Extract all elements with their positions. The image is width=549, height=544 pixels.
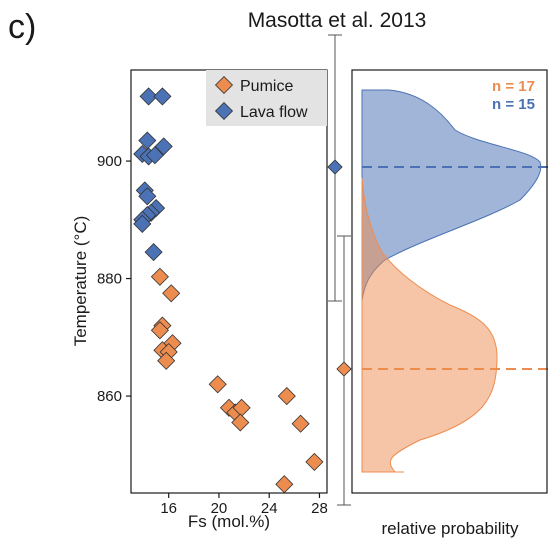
y-tick-label: 860: [97, 388, 122, 405]
legend-pumice-marker: [214, 75, 234, 95]
density-frame: [351, 69, 548, 494]
lava-flow-point: [145, 146, 164, 165]
pumice-mean-marker: [336, 361, 352, 377]
pumice-point: [208, 375, 227, 394]
lava-flow-point: [139, 87, 158, 106]
lava-flow-point: [133, 214, 152, 233]
y-axis-label: Temperature (°C): [71, 216, 90, 347]
lava-n-label: n = 15: [492, 96, 535, 113]
pumice-point: [291, 414, 310, 433]
pumice-point: [150, 321, 169, 340]
legend-lava-label: Lava flow: [240, 104, 308, 121]
lava-flow-point: [138, 187, 157, 206]
scatter-points: [133, 87, 324, 494]
y-tick-label: 880: [97, 271, 122, 288]
chart-title: Masotta et al. 2013: [248, 9, 427, 32]
pumice-point: [157, 351, 176, 370]
pumice-point: [277, 387, 296, 406]
lava-flow-point: [154, 137, 173, 156]
pumice-point: [231, 413, 250, 432]
panel-label: c): [8, 8, 36, 46]
y-tick-label: 900: [97, 153, 122, 170]
x-axis-ticks: 16 20 24 28: [160, 493, 328, 517]
x-tick-label: 28: [311, 500, 328, 517]
density-plot: n = 17 n = 15 relative probability: [351, 69, 549, 538]
pumice-point: [305, 452, 324, 471]
pumice-point: [232, 398, 251, 417]
x-tick-label: 20: [211, 500, 228, 517]
y-axis-ticks: 860 880 900: [97, 153, 131, 405]
pumice-density-curve: [361, 177, 498, 473]
pumice-n-label: n = 17: [492, 78, 535, 95]
pumice-point: [150, 267, 169, 286]
lava-mean-marker: [327, 159, 343, 175]
x-axis-label: Fs (mol.%): [188, 512, 270, 531]
pumice-point: [162, 284, 181, 303]
x-tick-label: 16: [160, 500, 177, 517]
lava-flow-point: [138, 131, 157, 150]
x-tick-label: 24: [261, 500, 278, 517]
legend: Pumice Lava flow: [206, 70, 327, 126]
legend-pumice-label: Pumice: [240, 78, 293, 95]
temperature-range-bars: [327, 34, 352, 506]
pumice-point: [275, 475, 294, 494]
legend-lava-marker: [214, 101, 234, 121]
scatter-plot: 16 20 24 28 860 880 900 Fs (mol.%) Temperatur…: [71, 69, 328, 531]
density-x-axis-label: relative probability: [381, 519, 519, 538]
lava-flow-point: [153, 87, 172, 106]
lava-flow-point: [144, 243, 163, 262]
